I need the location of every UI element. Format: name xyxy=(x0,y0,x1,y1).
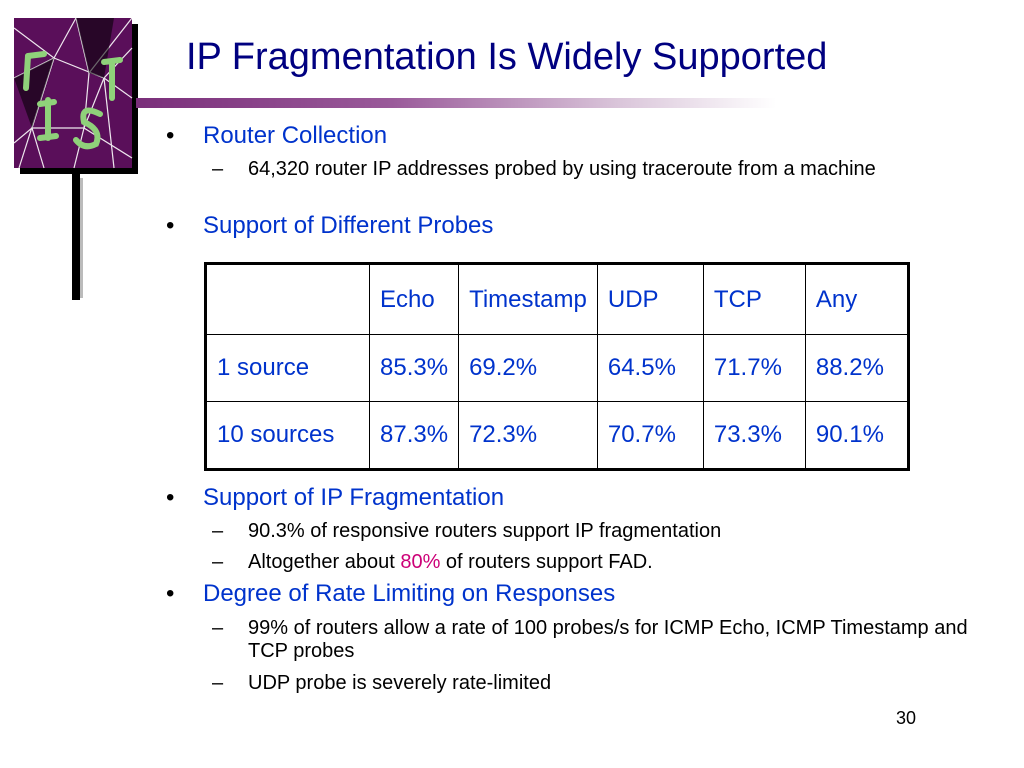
table-cell: 10 sources xyxy=(205,401,370,470)
sub-bullet-dash: – xyxy=(212,617,224,639)
sub-bullet-text: 64,320 router IP addresses probed by usi… xyxy=(248,158,876,180)
sub-bullet-text: 99% of routers allow a rate of 100 probe… xyxy=(248,617,968,662)
sub-bullet-dash: – xyxy=(212,520,224,542)
bullet-dot: • xyxy=(166,580,175,607)
highlight-percentage: 80% xyxy=(400,551,441,573)
sub-bullet-text-before: Altogether about xyxy=(248,551,401,573)
sub-bullet-text: UDP probe is severely rate-limited xyxy=(248,672,552,694)
sub-bullet-text-after: of routers support FAD. xyxy=(440,551,653,573)
sub-bullet-dash: – xyxy=(212,158,224,180)
bullet-text: Support of IP Fragmentation xyxy=(203,484,505,511)
table-cell: 1 source xyxy=(205,334,370,402)
bullet-text: Router Collection xyxy=(203,122,388,149)
title-divider xyxy=(136,98,776,108)
sub-bullet-text: 90.3% of responsive routers support IP f… xyxy=(248,520,722,542)
table-header-row: Echo Timestamp UDP TCP Any xyxy=(205,263,909,335)
sub-bullet-dash: – xyxy=(212,672,224,694)
slide-title: IP Fragmentation Is Widely Supported xyxy=(186,36,828,78)
table-header-cell: TCP xyxy=(702,263,806,335)
bullet-dot: • xyxy=(166,122,175,149)
bullet-dot: • xyxy=(166,212,175,239)
table-cell: 69.2% xyxy=(458,334,598,402)
table-row: 1 source 85.3% 69.2% 64.5% 71.7% 88.2% xyxy=(205,334,909,402)
table-cell: 72.3% xyxy=(458,401,598,470)
table-cell: 70.7% xyxy=(596,401,704,470)
table-header-cell: Echo xyxy=(368,263,460,335)
page-number: 30 xyxy=(896,708,917,728)
bullet-text: Degree of Rate Limiting on Responses xyxy=(203,580,616,607)
probe-support-table: Echo Timestamp UDP TCP Any 1 source 85.3… xyxy=(204,262,910,471)
table-cell: 87.3% xyxy=(368,401,460,470)
table-header-cell: Timestamp xyxy=(458,263,598,335)
bullet-text: Support of Different Probes xyxy=(203,212,494,239)
table-cell: 90.1% xyxy=(804,401,909,470)
sub-bullet-dash: – xyxy=(212,551,224,573)
table-cell: 73.3% xyxy=(702,401,806,470)
sub-bullet-text: Altogether about 80% of routers support … xyxy=(248,551,968,574)
table-header-cell xyxy=(205,263,370,335)
table-cell: 64.5% xyxy=(596,334,704,402)
table-header-cell: UDP xyxy=(596,263,704,335)
cracked-glass-logo-icon xyxy=(14,18,138,300)
table-cell: 85.3% xyxy=(368,334,460,402)
table-header-cell: Any xyxy=(804,263,909,335)
table-cell: 88.2% xyxy=(804,334,909,402)
table-row: 10 sources 87.3% 72.3% 70.7% 73.3% 90.1% xyxy=(205,401,909,470)
table-cell: 71.7% xyxy=(702,334,806,402)
bullet-dot: • xyxy=(166,484,175,511)
